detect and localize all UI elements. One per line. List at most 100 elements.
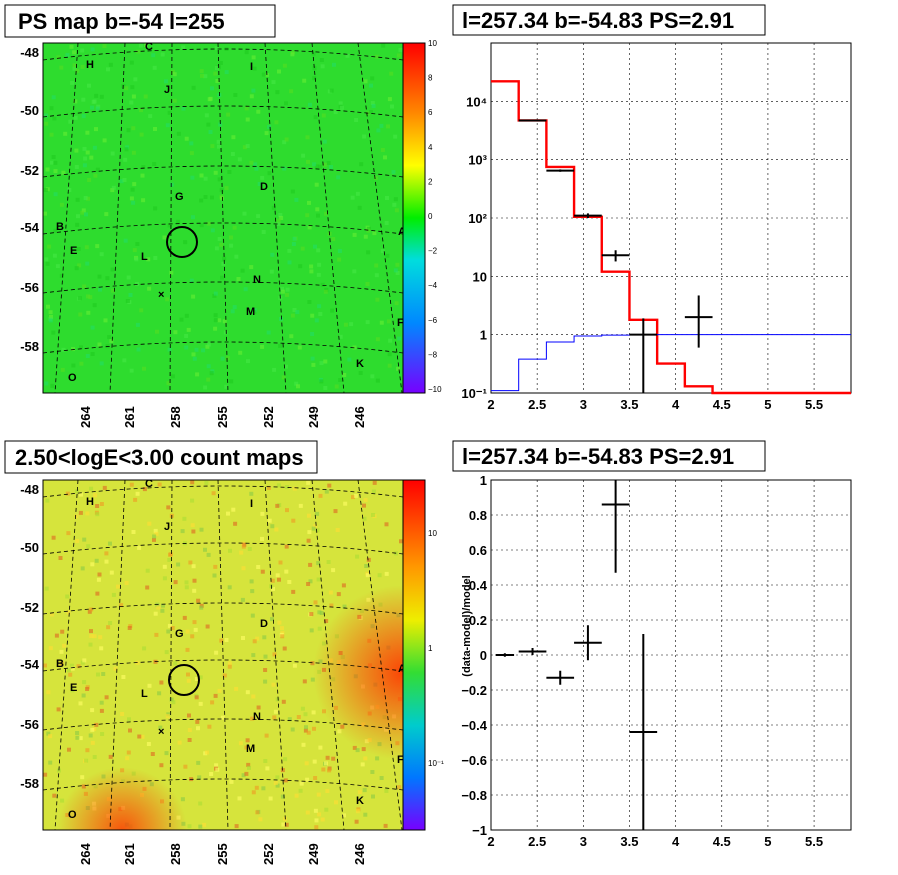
ps-map-pixel: [292, 236, 297, 241]
ps-map-panel: PS map b=-54 l=255 × A B C D E F G H I J K L M N O 10 8…: [4, 4, 442, 428]
ps-map-pixel: [204, 113, 209, 118]
ps-colorbar-tick-label: 0: [428, 212, 433, 221]
ct-map-lat-label: -50: [20, 540, 39, 555]
ps-map-pixel: [186, 327, 191, 332]
ps-map-pixel: [266, 330, 271, 335]
ps-map-pixel: [217, 144, 221, 149]
ps-map-pixel: [215, 79, 220, 83]
ps-map-pixel: [47, 244, 52, 249]
ps-map-pixel: [51, 95, 56, 100]
ps-map-pixel: [230, 309, 235, 314]
res-x-tick-label: 5.5: [805, 834, 823, 849]
spec-x-tick-label: 5.5: [805, 397, 823, 412]
ps-map-pixel: [131, 150, 136, 155]
ps-map-source-label: B: [56, 221, 64, 233]
ps-map-pixel: [345, 53, 350, 58]
ps-map-pixel: [59, 274, 64, 278]
ps-map-pixel: [129, 60, 134, 65]
ps-map-pixel: [70, 80, 75, 85]
ps-map-pixel: [97, 342, 102, 347]
ct-map-source-label: F: [397, 754, 404, 766]
ps-map-pixel: [123, 157, 128, 162]
ps-map-pixel: [49, 106, 54, 111]
ps-map-pixel: [214, 66, 219, 70]
ps-map-pixel: [208, 130, 213, 134]
ps-map-pixel: [92, 303, 97, 308]
ps-map-pixel: [231, 135, 236, 140]
ps-map-pixel: [225, 356, 230, 361]
ct-map-lon-label: 246: [352, 843, 367, 865]
ct-map-lon-line: [217, 479, 229, 831]
ps-map-pixel: [319, 58, 324, 62]
ps-map-pixel: [50, 383, 55, 388]
ps-map-pixel: [267, 171, 272, 176]
ps-map-pixel: [45, 261, 50, 266]
ps-map-pixel: [167, 110, 172, 115]
ct-map-source-label: I: [250, 498, 253, 510]
ps-map-pixel: [99, 94, 104, 99]
ps-map-pixel: [203, 195, 208, 199]
ps-map-pixel: [76, 247, 81, 251]
count-map-title: 2.50<logE<3.00 count maps: [15, 445, 304, 470]
ps-colorbar-labels: 10 8 6 4 2 0 −2 −4 −6 −8 −10: [428, 39, 442, 394]
ps-map-pixel: [136, 49, 141, 54]
ps-map-pixel: [312, 162, 317, 167]
ps-map-pixel: [77, 263, 82, 268]
ps-map-pixel: [83, 196, 88, 200]
ct-map-lon-line: [264, 479, 287, 831]
ps-map-pixel: [74, 266, 79, 271]
ps-map-pixel: [132, 182, 137, 187]
spec-data-point: [684, 295, 713, 348]
ct-map-lon-label: 255: [215, 843, 230, 865]
ps-map-pixel: [200, 73, 204, 78]
ps-map-pixel: [217, 318, 222, 323]
ps-map-pixel: [392, 202, 397, 207]
ps-map-pixel: [320, 64, 325, 69]
residual-x-ticks: 2 2.5 3 3.5 4 4.5 5 5.5: [487, 834, 823, 849]
res-data-point: [629, 634, 658, 830]
ps-map-pixel: [271, 80, 276, 85]
ps-map-pixel: [302, 78, 307, 83]
ps-map-pixel: [56, 55, 61, 60]
ps-map-pixel: [146, 257, 151, 262]
ps-map-pixel: [314, 318, 319, 323]
count-map-circle: [168, 664, 200, 696]
ps-map-pixel: [131, 126, 136, 131]
ps-map-pixel: [170, 374, 175, 379]
ps-map-pixel: [227, 170, 232, 174]
ct-map-source-label: D: [260, 618, 268, 630]
ps-map-pixel: [95, 106, 100, 111]
ps-map-pixel: [104, 212, 109, 217]
ps-map-pixel: [217, 177, 222, 182]
ps-map-pixel: [79, 345, 83, 350]
ps-map-pixel: [99, 252, 104, 257]
ps-map-pixel: [128, 293, 133, 297]
ps-colorbar-tick-label: −2: [428, 247, 438, 256]
ps-map-pixel: [338, 101, 343, 106]
ps-map-pixel: [260, 344, 265, 349]
count-map-panel: 2.50<logE<3.00 count maps × A B C D E F G H I J K L…: [4, 440, 444, 865]
ct-map-lat-label: -48: [20, 482, 39, 497]
ps-map-source-label: N: [253, 274, 261, 286]
ps-map-pixel: [379, 320, 384, 325]
ps-map-pixel: [272, 367, 277, 372]
ps-map-pixel: [199, 69, 204, 74]
ps-map-title-box: [4, 4, 276, 38]
ps-map-pixel: [389, 71, 394, 76]
ps-map-pixel: [294, 381, 299, 386]
ps-map-pixel: [88, 295, 93, 300]
ps-map-pixel: [130, 187, 135, 192]
count-map-source-labels: A B C D E F G H I J K L M N O: [56, 478, 406, 821]
ps-map-pixel: [287, 248, 292, 253]
ps-map-lat-label: -58: [20, 339, 39, 354]
ps-map-pixel: [261, 72, 266, 77]
res-x-tick-label: 3: [580, 834, 587, 849]
res-y-tick-label: −0.6: [461, 753, 487, 768]
res-x-tick-label: 4: [672, 834, 680, 849]
ps-map-pixel: [336, 175, 341, 180]
res-y-tick-label: 1: [480, 473, 487, 488]
ps-map-pixel: [224, 70, 229, 75]
ps-map-pixel: [65, 53, 70, 58]
ps-map-pixel: [155, 329, 159, 334]
ps-map-pixel: [385, 253, 390, 258]
